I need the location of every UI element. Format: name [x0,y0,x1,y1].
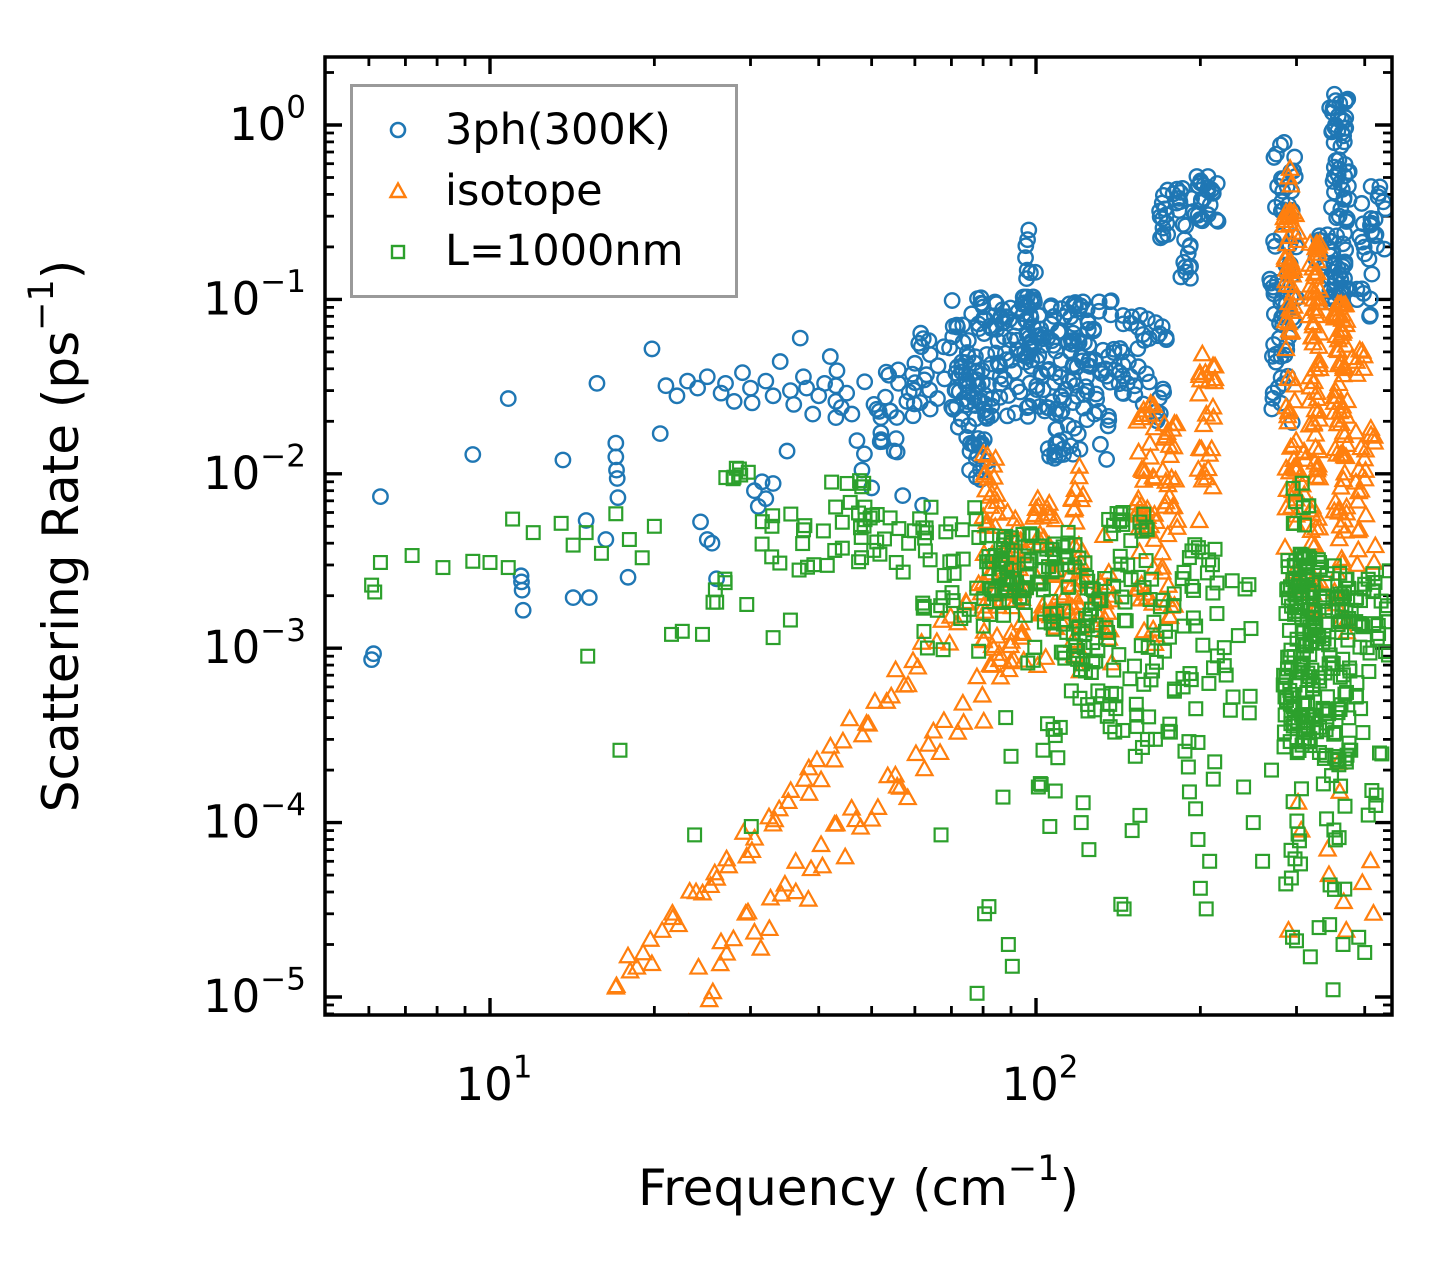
x-axis-label: Frequency (cm−1) [638,1149,1079,1217]
svg-text:10−1: 10−1 [203,264,306,325]
y-tick-labels: 100 10−1 10−2 10−3 10−4 10−5 [203,90,306,1023]
svg-text:102: 102 [1002,1050,1079,1111]
legend: 3ph(300K) isotope L=1000nm [350,84,738,298]
legend-row: L=1000nm [353,230,735,273]
svg-text:100: 100 [229,90,306,151]
legend-label-3ph: 3ph(300K) [445,104,671,155]
svg-text:Scattering Rate (ps−1): Scattering Rate (ps−1) [22,260,90,813]
series-3ph-300k- [363,85,1392,669]
y-axis-label: Scattering Rate (ps−1) [22,260,90,813]
legend-label-L1000nm: L=1000nm [445,226,684,277]
svg-text:Frequency (cm−1): Frequency (cm−1) [638,1149,1079,1217]
legend-marker-circle-icon [375,113,421,147]
legend-row: 3ph(300K) [353,104,735,155]
legend-marker-square-icon [375,235,421,269]
legend-label-isotope: isotope [445,165,603,216]
plot-frame [323,55,1394,1017]
svg-text:10−3: 10−3 [203,613,306,674]
svg-text:10−2: 10−2 [203,438,306,499]
svg-text:10−5: 10−5 [203,962,306,1023]
series-l-1000nm [364,460,1392,1001]
legend-row: isotope [353,165,735,216]
svg-text:101: 101 [456,1050,533,1111]
svg-text:10−4: 10−4 [203,787,306,848]
x-tick-labels: 101 102 [456,1050,1079,1111]
legend-marker-triangle-icon [375,174,421,208]
